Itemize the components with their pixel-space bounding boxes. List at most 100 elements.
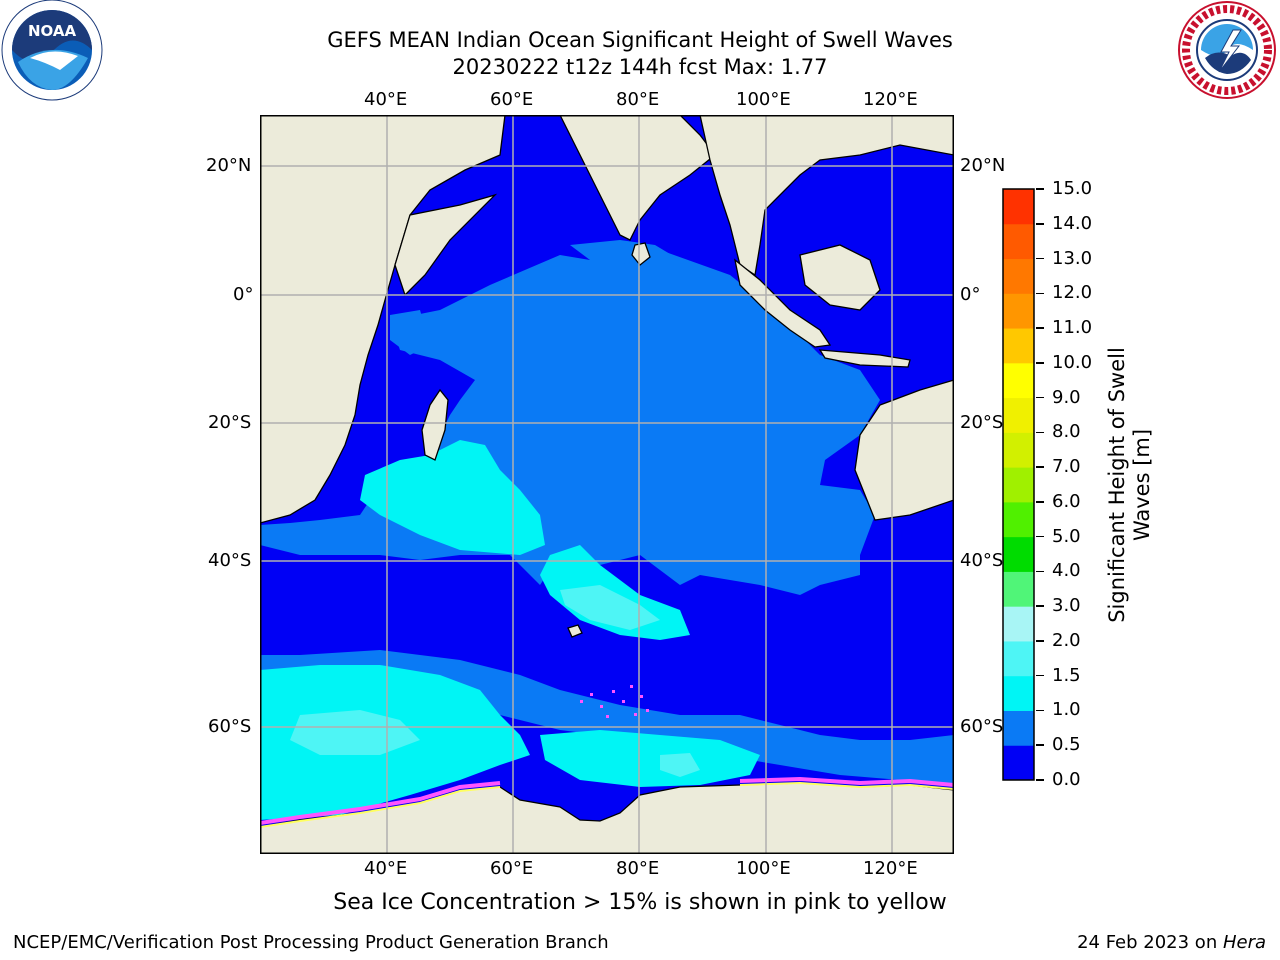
sea-ice-edge-inner — [260, 786, 501, 828]
nws-logo — [1175, 0, 1280, 104]
colorbar-tick-mark — [1036, 709, 1044, 712]
sea-ice-note: Sea Ice Concentration > 15% is shown in … — [333, 890, 947, 915]
colorbar-tick-mark — [1036, 570, 1044, 573]
colorbar-tick-mark — [1036, 744, 1044, 746]
colorbar-tick-label: 4.0 — [1052, 560, 1081, 582]
colorbar-block — [1003, 640, 1034, 677]
swell-band-05-west — [390, 310, 430, 355]
colorbar-block — [1003, 745, 1034, 781]
chart-title: GEFS MEAN Indian Ocean Significant Heigh… — [327, 28, 953, 52]
colorbar-tick-mark — [1036, 640, 1044, 642]
colorbar-block — [1003, 501, 1034, 538]
x-tick-top-80e: 80°E — [616, 89, 660, 110]
colorbar-tick-label: 15.0 — [1052, 178, 1093, 199]
colorbar-tick-label: 14.0 — [1052, 212, 1093, 234]
colorbar-tick-label: 1.0 — [1052, 699, 1081, 721]
land-india — [559, 115, 716, 241]
sea-ice-edge — [260, 781, 501, 825]
colorbar-block — [1003, 710, 1034, 746]
swell-band-15-a — [560, 585, 660, 630]
x-tick-bottom-40e: 40°E — [364, 858, 408, 879]
colorbar-tick-mark — [1036, 223, 1044, 225]
colorbar-block — [1003, 571, 1034, 607]
colorbar-tick-label: 11.0 — [1052, 317, 1093, 339]
x-tick-bottom-120e: 120°E — [863, 858, 918, 879]
land-horn — [394, 193, 498, 297]
colorbar-block — [1003, 189, 1034, 225]
colorbar-block — [1003, 223, 1034, 260]
colorbar-block — [1003, 362, 1034, 399]
landmasses — [260, 115, 954, 854]
y-tick-right-60s: 60°S — [960, 716, 1004, 737]
sea-ice-edge-east — [739, 776, 954, 787]
colorbar-tick-mark — [1036, 396, 1044, 399]
land-borneo — [799, 244, 881, 311]
colorbar — [1002, 188, 1035, 781]
y-tick-right-40s: 40°S — [960, 550, 1004, 571]
y-tick-left-0: 0° — [233, 284, 254, 305]
colorbar-tick-label: 1.5 — [1052, 664, 1081, 686]
land-se-asia — [699, 115, 954, 277]
map-panel — [260, 115, 954, 854]
swell-band-15-c — [660, 753, 700, 777]
colorbar-tick-label: 13.0 — [1052, 247, 1093, 269]
y-tick-right-20n: 20°N — [960, 155, 1006, 176]
colorbar-tick-label: 0.5 — [1052, 734, 1081, 756]
colorbar-block — [1003, 432, 1034, 468]
y-tick-left-60s: 60°S — [208, 716, 252, 737]
svg-text:NOAA: NOAA — [28, 22, 77, 40]
colorbar-block — [1003, 536, 1034, 572]
colorbar-tick-mark — [1036, 674, 1044, 677]
footer-date: 24 Feb 2023 on Hera — [1077, 932, 1266, 953]
colorbar-tick-label: 10.0 — [1052, 351, 1093, 373]
colorbar-tick-label: 3.0 — [1052, 595, 1081, 617]
colorbar-block — [1003, 397, 1034, 433]
sea-ice-edge-east-inner — [739, 781, 954, 790]
map-grid — [260, 115, 954, 854]
colorbar-block — [1003, 675, 1034, 711]
colorbar-block — [1003, 467, 1034, 503]
y-tick-left-20n: 20°N — [206, 155, 252, 176]
colorbar-tick-label: 12.0 — [1052, 282, 1093, 304]
colorbar-tick-label: 9.0 — [1052, 386, 1081, 408]
footer-credit: NCEP/EMC/Verification Post Processing Pr… — [13, 932, 609, 953]
colorbar-tick-mark — [1036, 779, 1044, 781]
y-tick-left-40s: 40°S — [208, 550, 252, 571]
colorbar-tick-mark — [1036, 605, 1044, 607]
chart-subtitle: 20230222 t12z 144h fcst Max: 1.77 — [452, 55, 828, 79]
colorbar-block — [1003, 606, 1034, 642]
colorbar-frame — [1002, 188, 1035, 781]
land-africa-arabia — [260, 115, 506, 524]
colorbar-tick-label: 5.0 — [1052, 525, 1081, 547]
x-tick-top-100e: 100°E — [736, 89, 791, 110]
x-tick-bottom-60e: 60°E — [490, 858, 534, 879]
colorbar-tick-label: 6.0 — [1052, 490, 1081, 512]
x-tick-bottom-80e: 80°E — [616, 858, 660, 879]
x-tick-top-60e: 60°E — [490, 89, 534, 110]
colorbar-tick-label: 2.0 — [1052, 629, 1081, 651]
colorbar-tick-mark — [1036, 292, 1044, 295]
colorbar-tick-mark — [1036, 501, 1044, 503]
land-srilanka — [631, 242, 651, 266]
swell-band-05-north — [570, 240, 680, 265]
swell-band-1-west — [360, 440, 545, 555]
colorbar-block — [1003, 258, 1034, 294]
colorbar-block — [1003, 293, 1034, 329]
y-tick-right-0: 0° — [960, 284, 981, 305]
y-tick-right-20s: 20°S — [960, 412, 1004, 433]
colorbar-tick-mark — [1036, 466, 1044, 468]
land-java — [818, 349, 911, 368]
land-australia — [854, 379, 954, 521]
swell-band-1-south-east — [540, 730, 760, 787]
noaa-logo: NOAA — [0, 0, 110, 109]
map-frame — [260, 115, 954, 854]
land-madagascar — [421, 388, 449, 461]
colorbar-tick-mark — [1036, 431, 1044, 434]
colorbar-tick-mark — [1036, 188, 1044, 190]
colorbar-tick-label: 0.0 — [1052, 769, 1081, 790]
y-tick-left-20s: 20°S — [208, 412, 252, 433]
x-tick-top-120e: 120°E — [863, 89, 918, 110]
sea-ice-specks — [580, 685, 649, 718]
colorbar-tick-mark — [1036, 535, 1044, 538]
x-tick-bottom-100e: 100°E — [736, 858, 791, 879]
